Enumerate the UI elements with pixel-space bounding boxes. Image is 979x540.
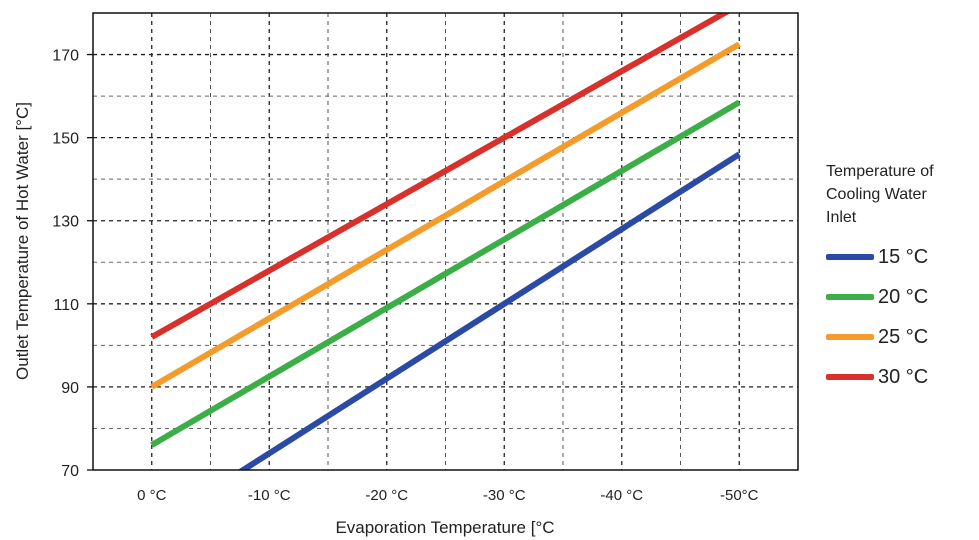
series-line: [150, 99, 741, 448]
y-tick-label: 90: [61, 380, 79, 397]
series-line: [150, 41, 741, 390]
legend-label: 30 °C: [878, 365, 929, 388]
legend-title: Temperature of Cooling Water Inlet: [826, 163, 934, 226]
legend-label: 20 °C: [878, 285, 929, 308]
y-tick-label: 130: [52, 214, 79, 231]
legend-item: 15 °C: [826, 237, 976, 277]
legend-item: 30 °C: [826, 357, 976, 397]
series-line: [237, 151, 741, 470]
x-axis-title: Evaporation Temperature [°C: [335, 518, 554, 537]
y-tick-label: 150: [52, 131, 79, 148]
x-tick-label: -10 °C: [248, 487, 291, 504]
legend-swatch: [826, 334, 874, 340]
plot-frame: [92, 12, 799, 471]
x-tick-label: -20 °C: [365, 487, 408, 504]
x-tick-label: -30 °C: [483, 487, 526, 504]
legend-swatch: [826, 254, 874, 260]
legend-swatch: [826, 294, 874, 300]
y-axis-title: Outlet Temperature of Hot Water [°C]: [13, 102, 32, 380]
legend-item: 20 °C: [826, 277, 976, 317]
y-tick-label: 110: [53, 297, 79, 314]
legend-item: 25 °C: [826, 317, 976, 357]
y-tick-label: 170: [52, 48, 79, 65]
x-tick-label: 0 °C: [137, 487, 167, 504]
legend: Temperature of Cooling Water Inlet 15 °C…: [826, 160, 976, 397]
series-line: [150, 13, 731, 340]
y-tick-label: 70: [61, 463, 79, 480]
x-tick-label: -40 °C: [600, 487, 643, 504]
x-tick-label: -50°C: [720, 487, 759, 504]
legend-swatch: [826, 374, 874, 380]
legend-label: 25 °C: [878, 325, 929, 348]
legend-label: 15 °C: [878, 245, 929, 268]
